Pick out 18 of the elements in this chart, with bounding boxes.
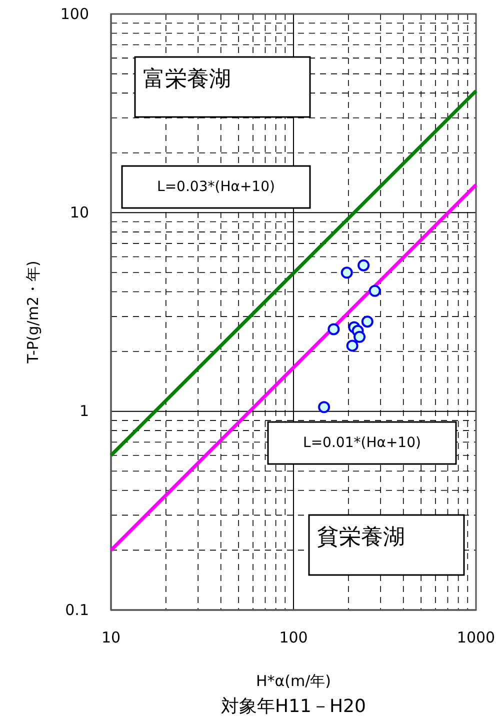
x-tick-label: 10 [101,628,121,647]
text-box: L=0.03*(Hα+10) [121,165,311,209]
y-tick-label: 0.1 [65,600,89,619]
text-box: L=0.01*(Hα+10) [267,421,457,465]
annotation: 貧栄養湖 [317,524,405,550]
x-tick-label: 100 [279,628,308,647]
x-axis-title: H*α(m/年) [256,672,332,690]
text: 対象年H11－H20 [221,696,366,717]
y-tick-label: 100 [60,4,89,23]
y-tick-label: 10 [70,203,89,222]
y-tick-label: 1 [79,402,89,420]
y-axis-title: T-P(g/m2・年) [24,260,42,364]
text-box: 富栄養湖 [134,56,311,118]
text-box: 貧栄養湖 [308,514,465,576]
annotation: 富栄養湖 [143,66,231,92]
annotation: L=0.03*(Hα+10) [157,178,275,195]
annotation: L=0.01*(Hα+10) [303,434,421,451]
x-tick-label: 1000 [456,628,496,647]
